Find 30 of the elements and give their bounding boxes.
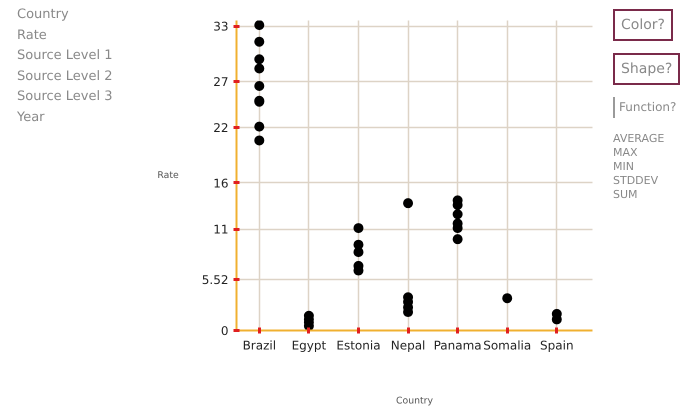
y-tick-label: 16 — [213, 176, 229, 190]
y-tick-label: 33 — [213, 20, 229, 34]
source-note: Source Level 3 — [17, 88, 113, 106]
source-note: Source Level 1 — [17, 47, 113, 65]
y-axis-title: Rate — [157, 170, 180, 181]
text: SUM — [613, 188, 639, 202]
source-note: Source Level 2 — [17, 68, 113, 86]
x-tick-label: Estonia — [336, 338, 381, 352]
text: Shape? — [613, 53, 680, 85]
x-tick-label: Nepal — [390, 338, 426, 352]
x-axis-title: Country — [396, 396, 434, 406]
x-tick-label: Spain — [540, 338, 574, 352]
y-tick-label: 27 — [213, 74, 229, 89]
y-tick-label: 0 — [220, 324, 229, 338]
y-tick-label: 11 — [213, 222, 229, 237]
y-tick-label: 5.52 — [202, 273, 228, 288]
text: Rate — [17, 26, 48, 44]
text: Function? — [613, 97, 680, 118]
x-tick-label: Somalia — [483, 338, 532, 352]
x-tick-label: Egypt — [292, 338, 326, 352]
x-tick-label: Panama — [434, 338, 482, 352]
text: MIN — [613, 160, 635, 174]
text: STDDEV — [613, 174, 660, 188]
y-tick-label: 22 — [213, 121, 229, 136]
text: MAX — [613, 146, 639, 160]
text: Country — [17, 6, 70, 24]
x-tick-label: Brazil — [242, 338, 276, 352]
text: AVERAGE — [613, 132, 666, 146]
text: Color? — [613, 9, 673, 41]
text: Year — [17, 108, 46, 126]
